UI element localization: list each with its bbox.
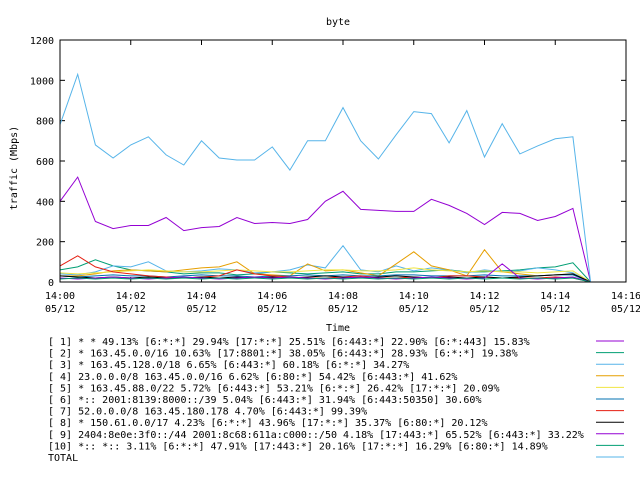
y-axis-ticks: 0 200 400 600 800 1000 1200 [30,36,626,289]
x-tick-label-date: 05/12 [328,304,358,315]
x-tick-label-date: 05/12 [116,304,146,315]
x-tick-label-date: 05/12 [540,304,570,315]
legend-entry-label: [ 2] * 163.45.0.0/16 10.63% [17:8801:*] … [48,349,518,360]
y-tick-label: 1000 [30,76,54,87]
chart-title: byte [326,17,350,28]
legend-entry-label: [ 1] * * 49.13% [6:*:*] 29.94% [17:*:*] … [48,337,530,348]
x-tick-label-time: 14:16 [611,291,640,302]
x-tick-label-date: 05/12 [611,304,640,315]
legend-entry-label: [ 8] * 150.61.0.0/17 4.23% [6:*:*] 43.96… [48,418,488,429]
x-tick-label-time: 14:02 [116,291,146,302]
x-tick-label-date: 05/12 [399,304,429,315]
x-axis-label: Time [326,323,350,334]
x-tick-label-time: 14:00 [45,291,75,302]
x-tick-label-date: 05/12 [186,304,216,315]
x-tick-label-time: 14:06 [257,291,287,302]
series-line-11 [59,72,592,283]
y-tick-label: 600 [36,157,54,168]
x-tick-label-time: 14:12 [469,291,499,302]
series-line-1 [59,176,592,283]
series-lines [59,72,592,283]
y-axis-label: traffic (Mbps) [9,126,20,210]
y-tick-label: 200 [36,238,54,249]
legend-entry-label: [ 9] 2404:8e0e:3f0::/44 2001:8c68:611a:c… [48,430,584,441]
legend: [ 1] * * 49.13% [6:*:*] 29.94% [17:*:*] … [48,337,624,464]
y-tick-label: 1200 [30,36,54,47]
y-tick-label: 800 [36,117,54,128]
series-line-10 [59,277,591,283]
plot-frame [59,39,627,283]
x-tick-label-time: 14:10 [399,291,429,302]
x-tick-label-date: 05/12 [257,304,287,315]
legend-entry-label: [ 4] 23.0.0.0/8 163.45.0.0/16 6.62% [6:8… [48,372,457,383]
series-line-3 [59,244,591,283]
y-tick-label: 400 [36,197,54,208]
x-tick-label-date: 05/12 [469,304,499,315]
legend-entry-label: [ 5] * 163.45.88.0/22 5.72% [6:443:*] 53… [48,383,500,394]
y-tick-label: 0 [48,278,54,289]
x-axis-ticks: 14:00 05/12 14:02 05/12 14:04 05/12 14:06 05/12… [45,40,640,315]
legend-entry-label: [ 3] * 163.45.128.0/18 6.65% [6:443:*] 6… [48,360,409,371]
series-line-5 [59,267,591,283]
legend-entry-label: TOTAL [48,453,78,464]
x-tick-label-date: 05/12 [45,304,75,315]
x-tick-label-time: 14:14 [540,291,570,302]
legend-entry-label: [ 6] *:: 2001:8139:8000::/39 5.04% [6:44… [48,395,481,406]
legend-entry-label: [10] *:: *:: 3.11% [6:*:*] 47.91% [17:44… [48,441,548,452]
series-line-9 [59,263,591,283]
legend-entry-label: [ 7] 52.0.0.0/8 163.45.180.178 4.70% [6:… [48,407,367,418]
x-tick-label-time: 14:08 [328,291,358,302]
x-tick-label-time: 14:04 [186,291,216,302]
